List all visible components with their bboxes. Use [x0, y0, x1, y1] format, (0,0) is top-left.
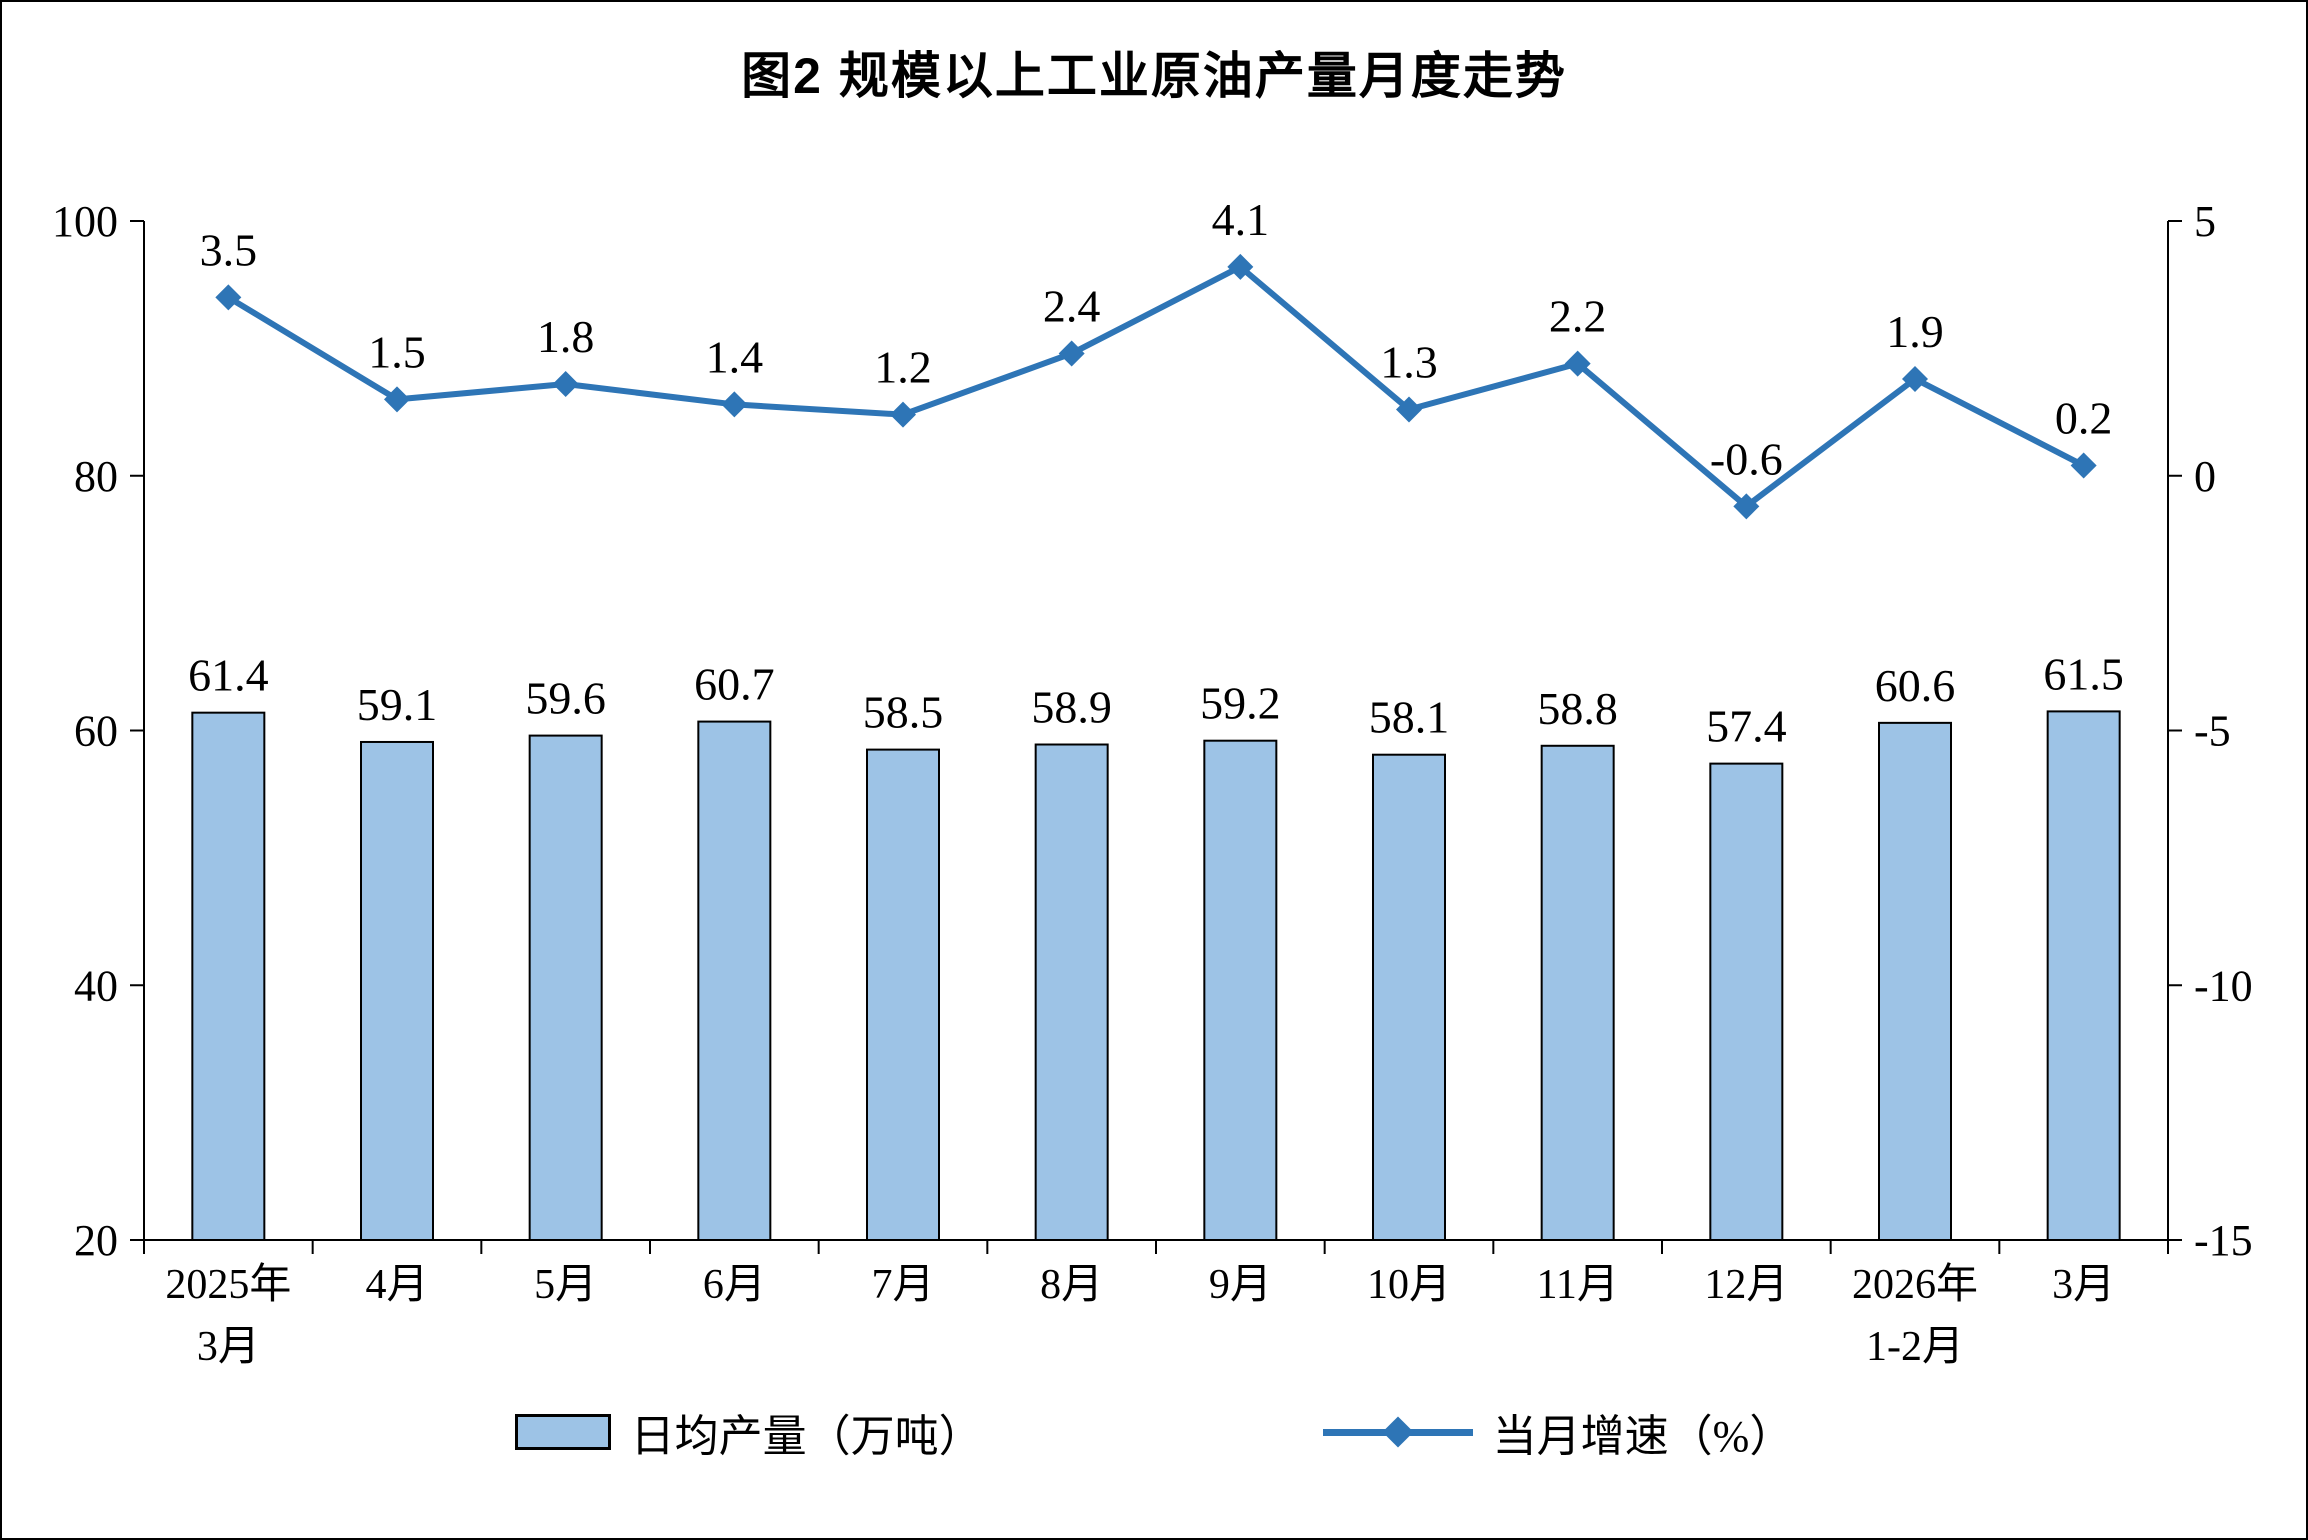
y-axis-left-label: 100: [52, 197, 118, 246]
y-axis-left-label: 80: [74, 452, 118, 501]
line-value-label: 4.1: [1212, 194, 1270, 245]
line-swatch-icon: [1322, 1416, 1473, 1448]
bar-value-label: 59.6: [525, 673, 606, 724]
bar-value-label: 58.5: [863, 687, 944, 738]
bar-value-label: 61.5: [2043, 648, 2124, 699]
line-value-label: 2.4: [1043, 280, 1101, 331]
bar: [1034, 743, 1109, 1241]
category-label: 3月: [2052, 1262, 2115, 1308]
category-label: 11月: [1536, 1262, 1618, 1308]
diamond-marker-icon: [1382, 1416, 1414, 1448]
line-value-label: 3.5: [200, 224, 258, 275]
legend-item-bars: 日均产量（万吨）: [514, 1400, 983, 1464]
growth-line: [226, 263, 2086, 510]
y-axis-right-label: -10: [2194, 961, 2253, 1010]
bar: [2046, 710, 2121, 1241]
category-label: 4月: [365, 1262, 428, 1308]
bar-value-label: 58.8: [1537, 683, 1618, 734]
bar-value-label: 57.4: [1706, 701, 1787, 752]
bar-value-label: 58.9: [1031, 682, 1112, 733]
line-value-label: 1.2: [874, 342, 932, 393]
bar: [1709, 762, 1784, 1241]
y-axis-right-label: -15: [2194, 1216, 2253, 1265]
bar: [866, 748, 940, 1241]
category-label: 6月: [703, 1262, 766, 1308]
y-axis-right-label: -5: [2194, 707, 2231, 756]
category-label: 10月: [1367, 1262, 1451, 1308]
line-marker: [1058, 340, 1085, 367]
line-marker: [2070, 452, 2097, 479]
bar: [1203, 739, 1278, 1241]
bar-value-label: 59.2: [1200, 678, 1281, 729]
bar-value-label: 60.7: [694, 659, 775, 710]
line-marker: [215, 284, 242, 311]
line-value-label: 1.9: [1886, 306, 1944, 357]
category-label: 8月: [1040, 1262, 1103, 1308]
bar: [528, 734, 603, 1241]
line-value-label: 1.5: [368, 326, 426, 377]
category-label: 12月: [1704, 1262, 1788, 1308]
bar: [1878, 721, 1952, 1241]
bar-swatch-icon: [514, 1414, 611, 1450]
legend: 日均产量（万吨） 当月增速（%）: [2, 1400, 2306, 1464]
y-axis-left-label: 60: [74, 707, 118, 756]
line-marker: [552, 371, 579, 398]
line-marker: [1227, 253, 1254, 280]
y-axis-left-label: 40: [74, 961, 118, 1010]
bar-value-label: 58.1: [1369, 692, 1450, 743]
bar: [1372, 753, 1446, 1241]
chart-title: 图2 规模以上工业原油产量月度走势: [741, 48, 1567, 104]
category-label: 9月: [1209, 1262, 1272, 1308]
bar-value-label: 60.6: [1875, 660, 1956, 711]
line-marker: [1396, 396, 1422, 423]
category-label: 5月: [534, 1262, 597, 1308]
line-value-label: 1.4: [706, 331, 764, 382]
line-marker: [1564, 350, 1591, 377]
category-label: 2026年 1-2月: [1852, 1261, 1978, 1370]
bar-value-label: 61.4: [188, 650, 269, 701]
category-label: 2025年 3月: [165, 1261, 291, 1370]
legend-bar-label: 日均产量（万吨）: [630, 1412, 983, 1461]
bar: [697, 720, 772, 1241]
y-axis-right-label: 5: [2194, 197, 2216, 246]
y-axis-right-label: 0: [2194, 452, 2216, 501]
line-value-label: 2.2: [1549, 291, 1607, 342]
category-label: 7月: [871, 1262, 934, 1308]
y-axis-left-label: 20: [74, 1216, 118, 1265]
line-marker: [1902, 365, 1928, 392]
bar-value-label: 59.1: [357, 679, 438, 730]
bar: [360, 740, 434, 1241]
legend-line-label: 当月增速（%）: [1492, 1412, 1794, 1461]
line-value-label: -0.6: [1710, 433, 1783, 484]
line-marker: [1733, 493, 1760, 520]
line-marker: [890, 401, 916, 428]
line-marker: [721, 391, 748, 418]
line-marker: [384, 386, 410, 413]
line-value-label: 1.8: [537, 311, 595, 362]
legend-item-line: 当月增速（%）: [1322, 1400, 1794, 1464]
line-value-label: 0.2: [2055, 393, 2113, 444]
line-value-label: 1.3: [1380, 337, 1438, 388]
bar: [1540, 744, 1615, 1241]
bar: [191, 711, 266, 1241]
